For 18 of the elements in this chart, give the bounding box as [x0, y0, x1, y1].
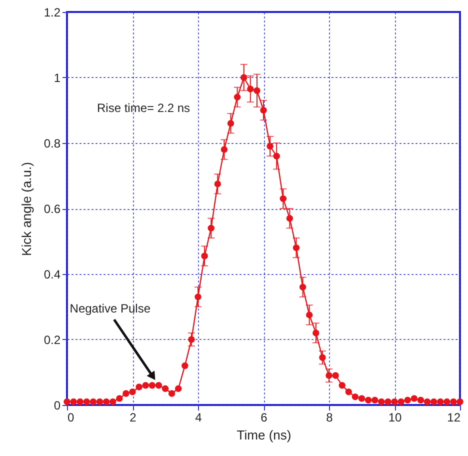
x-tick-label: 2 [130, 410, 137, 424]
y-tick-label: 1.2 [44, 6, 61, 20]
annotation: Rise time= 2.2 ns [97, 101, 190, 115]
x-tick-label: 12 [447, 410, 461, 424]
y-tick-label: 1 [54, 71, 61, 85]
y-axis-title: Kick angle (a.u.) [18, 162, 34, 256]
x-tick-label: 0 [68, 410, 74, 424]
x-tick-label: 8 [326, 410, 334, 424]
x-tick-label: 4 [195, 410, 202, 424]
x-axis-title: Time (ns) [236, 428, 292, 442]
y-tick-label: 0.6 [44, 202, 61, 216]
y-tick-label: 0.2 [44, 333, 61, 347]
y-tick-label: 0.4 [44, 268, 61, 282]
y-tick-label: 0.8 [44, 136, 61, 150]
x-tick-label: 10 [388, 410, 402, 424]
annotation: Negative Pulse [70, 302, 151, 316]
y-tick-label: 0 [54, 398, 61, 412]
x-tick-label: 6 [260, 410, 268, 424]
